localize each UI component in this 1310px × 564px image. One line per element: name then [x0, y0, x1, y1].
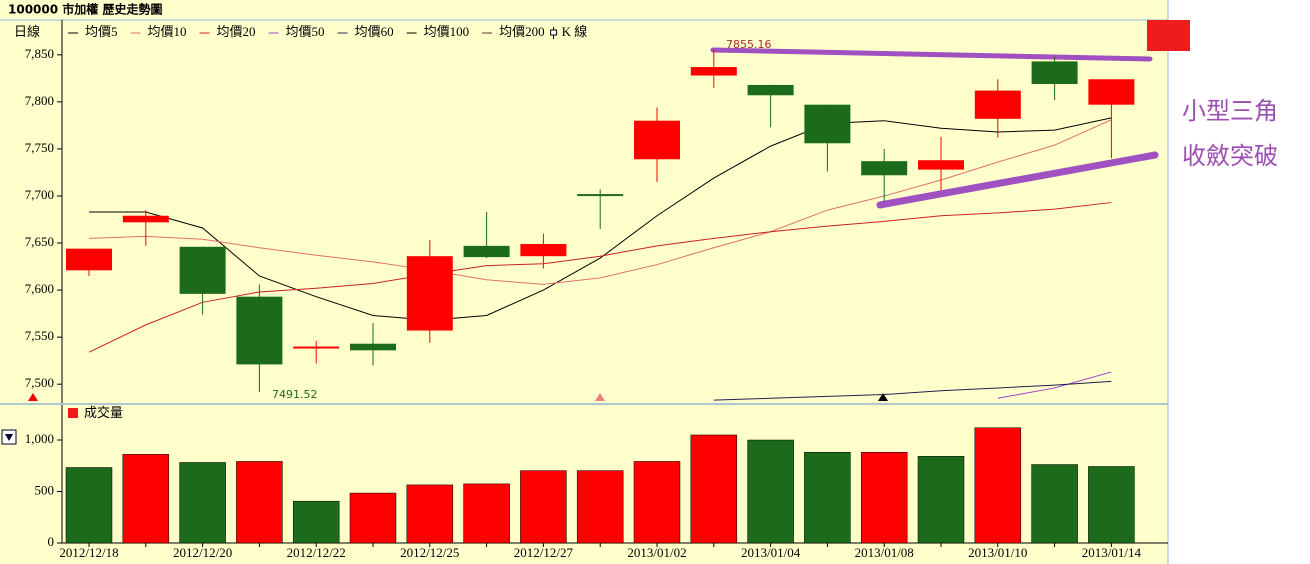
candle-body [634, 120, 680, 160]
volume-bar [1031, 464, 1078, 544]
high-label: 7855.16 [726, 38, 772, 51]
volume-bar [917, 456, 965, 544]
legend-label: 均價200 [499, 24, 545, 39]
candle-body [577, 194, 624, 197]
legend-label: 成交量 [84, 405, 123, 420]
candle-body [179, 246, 226, 294]
volume-bar [179, 462, 226, 544]
candle-body [804, 104, 851, 144]
volume-bar [406, 484, 454, 544]
volume-bar [122, 454, 170, 544]
annotation: 收斂突破 [1182, 142, 1278, 170]
candle-body [690, 67, 737, 76]
candle-body [520, 243, 567, 257]
volume-bar [65, 467, 113, 544]
volume-bar [349, 492, 397, 544]
y-tick-label: 7,850 [25, 46, 54, 61]
chart-title: 100000 市加權 歷史走勢圖 [8, 2, 162, 17]
legend-swatch [68, 408, 78, 418]
ma-line [997, 371, 1112, 399]
y-tick-label: 7,600 [25, 281, 54, 296]
ma-line [89, 117, 1112, 321]
period-label: 日線 [14, 24, 40, 39]
y-tick-label: 7,650 [25, 234, 54, 249]
signal-marker [878, 393, 888, 401]
volume-bar [974, 427, 1022, 544]
volume-bar [236, 461, 283, 544]
legend-candle-icon [550, 29, 558, 36]
candle-body [406, 256, 453, 331]
volume-bar [690, 434, 738, 544]
volume-bar [860, 452, 908, 544]
candle-body [122, 215, 169, 223]
y-tick-label: 500 [35, 482, 55, 497]
candle-body [293, 346, 340, 349]
y-tick-label: 7,750 [25, 140, 54, 155]
trend-line [710, 47, 1153, 62]
x-tick-label: 2012/12/27 [514, 545, 574, 560]
x-tick-label: 2012/12/18 [59, 545, 118, 560]
signal-marker [28, 393, 38, 401]
candle-body [974, 90, 1021, 119]
x-tick-label: 2013/01/10 [968, 545, 1027, 560]
trend-line [876, 151, 1159, 209]
x-tick-label: 2012/12/22 [287, 545, 346, 560]
y-tick-label: 1,000 [25, 431, 54, 446]
y-tick-label: 7,700 [25, 187, 54, 202]
volume-bar [1088, 466, 1135, 544]
x-tick-label: 2013/01/08 [855, 545, 914, 560]
candle-body [918, 160, 964, 170]
legend-label: K 線 [562, 24, 588, 39]
volume-bar [804, 452, 851, 544]
legend-label: 均價10 [148, 24, 187, 39]
y-tick-label: 0 [48, 534, 55, 549]
legend-label: 均價50 [286, 24, 325, 39]
low-label: 7491.52 [272, 388, 318, 401]
y-tick-label: 7,500 [25, 375, 54, 390]
volume-bar [633, 461, 681, 544]
x-tick-label: 2013/01/14 [1082, 545, 1142, 560]
volume-bar [747, 439, 794, 544]
y-tick-label: 7,800 [25, 93, 54, 108]
collapse-icon [5, 434, 13, 441]
y-tick-label: 7,550 [25, 328, 54, 343]
x-tick-label: 2013/01/04 [741, 545, 801, 560]
x-tick-label: 2012/12/20 [173, 545, 232, 560]
ma-line [713, 380, 1112, 401]
legend-label: 均價60 [355, 24, 394, 39]
candle-body [463, 245, 510, 258]
legend-label: 均價100 [424, 24, 470, 39]
volume-bar [576, 470, 624, 544]
candle-body [350, 343, 396, 351]
signal-marker [595, 393, 605, 401]
candle-body [861, 161, 908, 176]
candle-body [747, 84, 794, 96]
volume-bar [292, 500, 340, 544]
legend-label: 均價20 [217, 24, 256, 39]
x-tick-label: 2013/01/02 [627, 545, 686, 560]
candle-body [1088, 79, 1135, 105]
candle-body [236, 296, 283, 365]
volume-bar [463, 483, 510, 544]
volume-bar [520, 470, 567, 544]
candle-body [1031, 61, 1078, 84]
annotation: 小型三角 [1182, 97, 1278, 125]
legend-label: 均價5 [85, 24, 118, 39]
candle-body [66, 248, 112, 271]
x-tick-label: 2012/12/25 [400, 545, 459, 560]
price-plot [66, 49, 1135, 401]
highlight-box [1147, 20, 1190, 51]
